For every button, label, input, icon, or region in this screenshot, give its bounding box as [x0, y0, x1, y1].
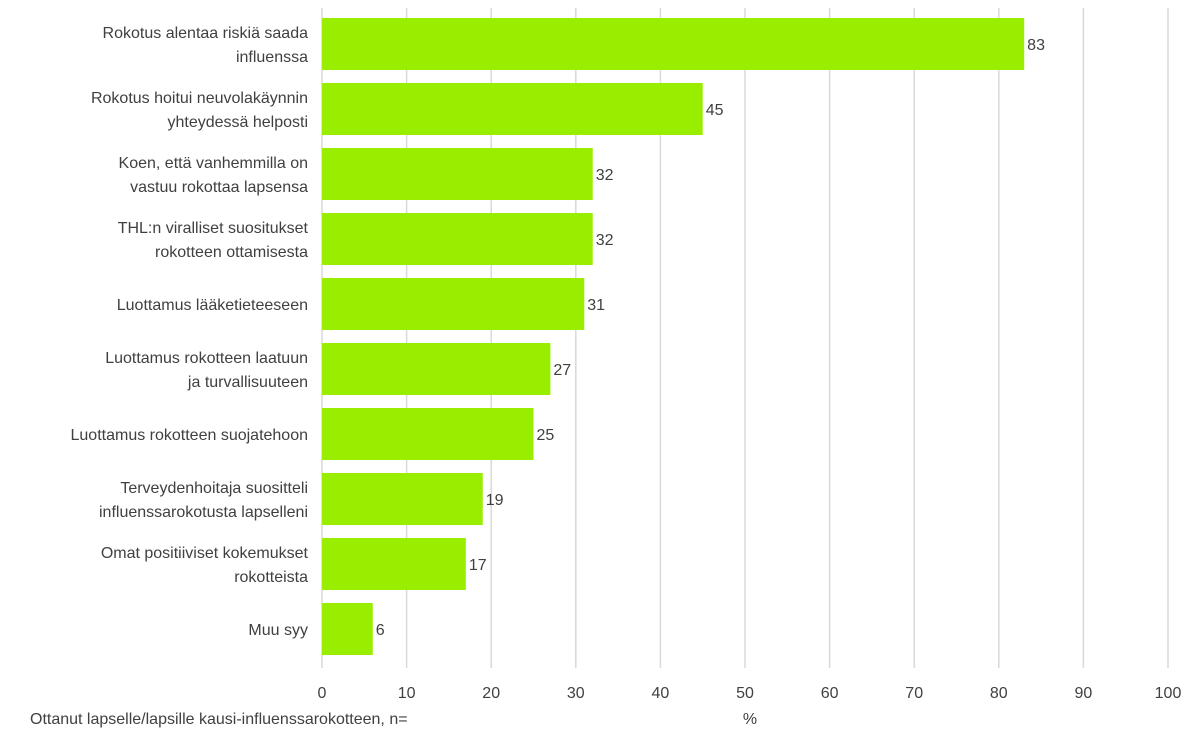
category-label-2-line-2: yhteydessä helposti [167, 114, 308, 131]
x-tick-label-30: 30 [567, 685, 585, 702]
x-tick-label-50: 50 [736, 685, 754, 702]
x-tick-label-0: 0 [318, 685, 327, 702]
x-tick-label-60: 60 [821, 685, 839, 702]
x-tick-labels: 0 10 20 30 40 50 60 70 80 90 100 [318, 685, 1182, 702]
value-label-3: 32 [596, 167, 614, 184]
bar-3 [322, 148, 593, 200]
x-tick-label-10: 10 [398, 685, 416, 702]
category-label-1-line-2: influenssa [236, 49, 308, 66]
category-label-5-line-1: Luottamus lääketieteeseen [117, 297, 308, 314]
category-labels: Rokotus alentaa riskiä saada influenssa Ro… [71, 25, 309, 639]
x-tick-label-90: 90 [1075, 685, 1093, 702]
category-label-6-line-2: ja turvallisuuteen [187, 374, 308, 391]
bar-10 [322, 603, 373, 655]
category-label-8-line-1: Terveydenhoitaja suositteli [120, 480, 308, 497]
value-label-7: 25 [537, 427, 555, 444]
category-label-9-line-1: Omat positiiviset kokemukset [101, 545, 309, 562]
value-label-4: 32 [596, 232, 614, 249]
bar-5 [322, 278, 585, 330]
bars [322, 18, 1025, 655]
value-label-2: 45 [706, 102, 724, 119]
bar-1 [322, 18, 1025, 70]
category-label-7-line-1: Luottamus rokotteen suojatehoon [71, 427, 309, 444]
category-label-10-line-1: Muu syy [248, 622, 308, 639]
x-tick-label-70: 70 [905, 685, 923, 702]
x-axis-title: % [743, 711, 757, 728]
value-label-5: 31 [587, 297, 605, 314]
value-label-10: 6 [376, 622, 385, 639]
x-tick-label-20: 20 [482, 685, 500, 702]
x-tick-label-100: 100 [1155, 685, 1182, 702]
category-label-8-line-2: influenssarokotusta lapselleni [99, 504, 308, 521]
category-label-3-line-2: vastuu rokottaa lapsensa [130, 179, 308, 196]
x-tick-label-80: 80 [990, 685, 1008, 702]
category-label-4-line-1: THL:n viralliset suositukset [118, 220, 309, 237]
bar-2 [322, 83, 703, 135]
category-label-2-line-1: Rokotus hoitui neuvolakäynnin [91, 90, 308, 107]
bar-4 [322, 213, 593, 265]
bar-8 [322, 473, 483, 525]
value-label-9: 17 [469, 557, 487, 574]
category-label-3-line-1: Koen, että vanhemmilla on [119, 155, 308, 172]
category-label-6-line-1: Luottamus rokotteen laatuun [105, 350, 308, 367]
x-tick-label-40: 40 [652, 685, 670, 702]
bar-7 [322, 408, 534, 460]
category-label-4-line-2: rokotteen ottamisesta [155, 244, 308, 261]
category-label-1-line-1: Rokotus alentaa riskiä saada [103, 25, 309, 42]
bar-9 [322, 538, 466, 590]
value-label-8: 19 [486, 492, 504, 509]
value-label-6: 27 [553, 362, 571, 379]
value-label-1: 83 [1027, 37, 1045, 54]
bar-6 [322, 343, 551, 395]
category-label-9-line-2: rokotteista [234, 569, 308, 586]
sample-size-note: Ottanut lapselle/lapsille kausi-influens… [30, 711, 408, 728]
value-labels: 83 45 32 32 31 27 25 19 17 6 [376, 37, 1045, 639]
